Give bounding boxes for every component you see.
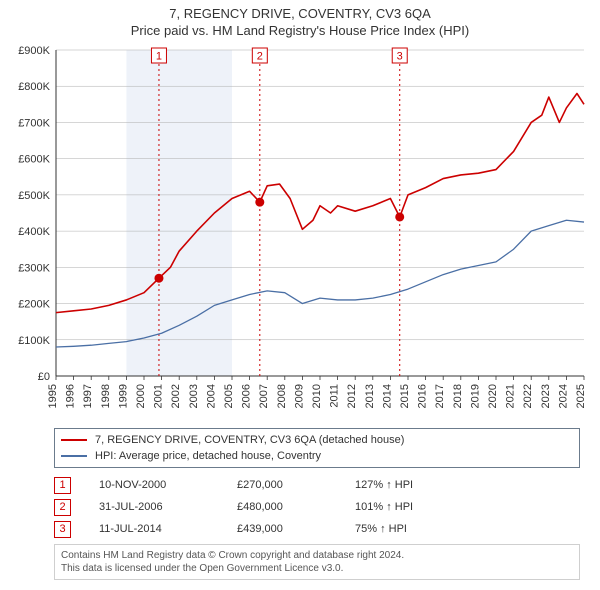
svg-text:£500K: £500K bbox=[18, 190, 50, 202]
transaction-price: £270,000 bbox=[237, 474, 327, 496]
transaction-date: 10-NOV-2000 bbox=[99, 474, 209, 496]
svg-text:1996: 1996 bbox=[65, 384, 77, 408]
svg-text:2025: 2025 bbox=[575, 384, 587, 408]
table-row: 2 31-JUL-2006 £480,000 101% ↑ HPI bbox=[54, 496, 580, 518]
svg-text:2010: 2010 bbox=[311, 384, 323, 408]
legend-item: 7, REGENCY DRIVE, COVENTRY, CV3 6QA (det… bbox=[61, 432, 573, 448]
chart-area: £0 £100K £200K £300K £400K £500K £600K £700K £80… bbox=[10, 44, 590, 424]
svg-text:2004: 2004 bbox=[205, 384, 217, 408]
table-row: 3 11-JUL-2014 £439,000 75% ↑ HPI bbox=[54, 518, 580, 540]
transaction-vs-hpi: 75% ↑ HPI bbox=[355, 518, 465, 540]
svg-text:2009: 2009 bbox=[293, 384, 305, 408]
transaction-date: 31-JUL-2006 bbox=[99, 496, 209, 518]
transaction-vs-hpi: 127% ↑ HPI bbox=[355, 474, 465, 496]
svg-text:2017: 2017 bbox=[434, 384, 446, 408]
svg-text:2021: 2021 bbox=[505, 384, 517, 408]
svg-text:2019: 2019 bbox=[469, 384, 481, 408]
transaction-vs-hpi: 101% ↑ HPI bbox=[355, 496, 465, 518]
svg-text:2011: 2011 bbox=[329, 384, 341, 408]
svg-text:2018: 2018 bbox=[452, 384, 464, 408]
svg-text:£600K: £600K bbox=[18, 154, 50, 166]
footer-line: Contains HM Land Registry data © Crown c… bbox=[61, 549, 573, 562]
transaction-badge: 3 bbox=[54, 521, 71, 538]
transaction-badge: 1 bbox=[54, 477, 71, 494]
svg-text:2007: 2007 bbox=[258, 384, 270, 408]
legend: 7, REGENCY DRIVE, COVENTRY, CV3 6QA (det… bbox=[54, 428, 580, 468]
svg-text:1: 1 bbox=[156, 51, 162, 63]
svg-text:2023: 2023 bbox=[540, 384, 552, 408]
legend-item: HPI: Average price, detached house, Cove… bbox=[61, 448, 573, 464]
svg-text:2020: 2020 bbox=[487, 384, 499, 408]
table-row: 1 10-NOV-2000 £270,000 127% ↑ HPI bbox=[54, 474, 580, 496]
svg-text:2024: 2024 bbox=[557, 384, 569, 408]
svg-text:2001: 2001 bbox=[153, 384, 165, 408]
svg-text:2005: 2005 bbox=[223, 384, 235, 408]
footer-line: This data is licensed under the Open Gov… bbox=[61, 562, 573, 575]
svg-text:£0: £0 bbox=[38, 371, 50, 383]
svg-text:£700K: £700K bbox=[18, 117, 50, 129]
transaction-price: £480,000 bbox=[237, 496, 327, 518]
svg-text:2008: 2008 bbox=[276, 384, 288, 408]
svg-text:2012: 2012 bbox=[346, 384, 358, 408]
svg-text:£200K: £200K bbox=[18, 299, 50, 311]
svg-text:2022: 2022 bbox=[522, 384, 534, 408]
svg-text:2006: 2006 bbox=[241, 384, 253, 408]
page-subtitle: Price paid vs. HM Land Registry's House … bbox=[10, 23, 590, 38]
svg-text:3: 3 bbox=[397, 51, 403, 63]
svg-text:2002: 2002 bbox=[170, 384, 182, 408]
svg-text:2015: 2015 bbox=[399, 384, 411, 408]
transactions-table: 1 10-NOV-2000 £270,000 127% ↑ HPI 2 31-J… bbox=[54, 474, 580, 540]
svg-text:2013: 2013 bbox=[364, 384, 376, 408]
svg-text:2014: 2014 bbox=[381, 384, 393, 408]
legend-swatch bbox=[61, 439, 87, 441]
svg-text:2000: 2000 bbox=[135, 384, 147, 408]
legend-label: 7, REGENCY DRIVE, COVENTRY, CV3 6QA (det… bbox=[95, 432, 404, 448]
svg-text:£900K: £900K bbox=[18, 45, 50, 57]
page-title: 7, REGENCY DRIVE, COVENTRY, CV3 6QA bbox=[10, 6, 590, 21]
transaction-price: £439,000 bbox=[237, 518, 327, 540]
svg-text:1999: 1999 bbox=[117, 384, 129, 408]
footer-notice: Contains HM Land Registry data © Crown c… bbox=[54, 544, 580, 580]
transaction-date: 11-JUL-2014 bbox=[99, 518, 209, 540]
svg-text:2: 2 bbox=[257, 51, 263, 63]
legend-swatch bbox=[61, 455, 87, 457]
svg-text:£800K: £800K bbox=[18, 81, 50, 93]
svg-text:£300K: £300K bbox=[18, 262, 50, 274]
svg-text:1997: 1997 bbox=[82, 384, 94, 408]
svg-text:2003: 2003 bbox=[188, 384, 200, 408]
legend-label: HPI: Average price, detached house, Cove… bbox=[95, 448, 321, 464]
svg-text:1998: 1998 bbox=[100, 384, 112, 408]
svg-text:£100K: £100K bbox=[18, 335, 50, 347]
svg-text:1995: 1995 bbox=[47, 384, 59, 408]
svg-text:2016: 2016 bbox=[417, 384, 429, 408]
transaction-badge: 2 bbox=[54, 499, 71, 516]
line-chart: £0 £100K £200K £300K £400K £500K £600K £700K £80… bbox=[10, 44, 590, 424]
svg-text:£400K: £400K bbox=[18, 226, 50, 238]
